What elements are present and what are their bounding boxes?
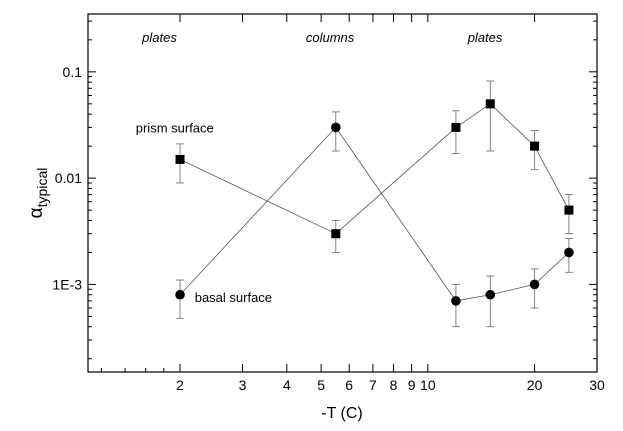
data-point-square <box>451 122 461 132</box>
x-tick-label: 2 <box>176 377 184 393</box>
data-point-circle <box>529 279 540 290</box>
data-markers <box>175 99 574 306</box>
data-point-square <box>485 99 495 109</box>
data-point-circle <box>175 289 185 300</box>
data-point-circle <box>564 247 574 258</box>
annotation-label: columns <box>306 30 355 45</box>
data-point-circle <box>485 289 496 300</box>
x-tick-label: 30 <box>589 377 605 393</box>
data-point-square <box>564 205 574 215</box>
series-line <box>179 103 570 235</box>
x-axis-title: -T (C) <box>321 405 362 422</box>
x-tick-label: 7 <box>369 377 377 393</box>
data-point-square <box>175 154 185 164</box>
y-tick-label: 0.1 <box>63 64 83 80</box>
x-tick-label: 4 <box>283 377 291 393</box>
tick-marks <box>88 14 598 372</box>
annotations: plates columns plates prism surface basal su… <box>136 30 503 305</box>
series-lines <box>179 103 570 302</box>
tick-labels: 2 3 4 5 6 7 8 9 10 20 30 1E-3 0.01 0.1 <box>52 64 605 393</box>
x-tick-label: 10 <box>420 377 436 393</box>
x-tick-label: 9 <box>408 377 416 393</box>
data-point-circle <box>451 296 461 306</box>
plot-frame <box>87 13 598 373</box>
x-tick-label: 5 <box>317 377 325 393</box>
annotation-label: plates <box>141 30 177 45</box>
x-tick-label: 3 <box>239 377 247 393</box>
y-axis-title-main: α <box>26 207 47 218</box>
data-point-circle <box>331 122 341 133</box>
annotation-label: plates <box>467 30 503 45</box>
annotation-label: basal surface <box>195 290 272 305</box>
data-point-square <box>331 229 341 239</box>
x-tick-label: 6 <box>345 377 353 393</box>
y-tick-label: 0.01 <box>55 170 82 186</box>
x-tick-label: 8 <box>390 377 398 393</box>
annotation-label: prism surface <box>136 120 214 135</box>
y-axis-title-sub: typical <box>34 168 50 208</box>
y-axis-title: αtypical <box>26 168 50 219</box>
series-line <box>179 126 570 302</box>
y-tick-label: 1E-3 <box>52 276 82 292</box>
data-point-square <box>530 141 540 151</box>
x-tick-label: 20 <box>527 377 543 393</box>
